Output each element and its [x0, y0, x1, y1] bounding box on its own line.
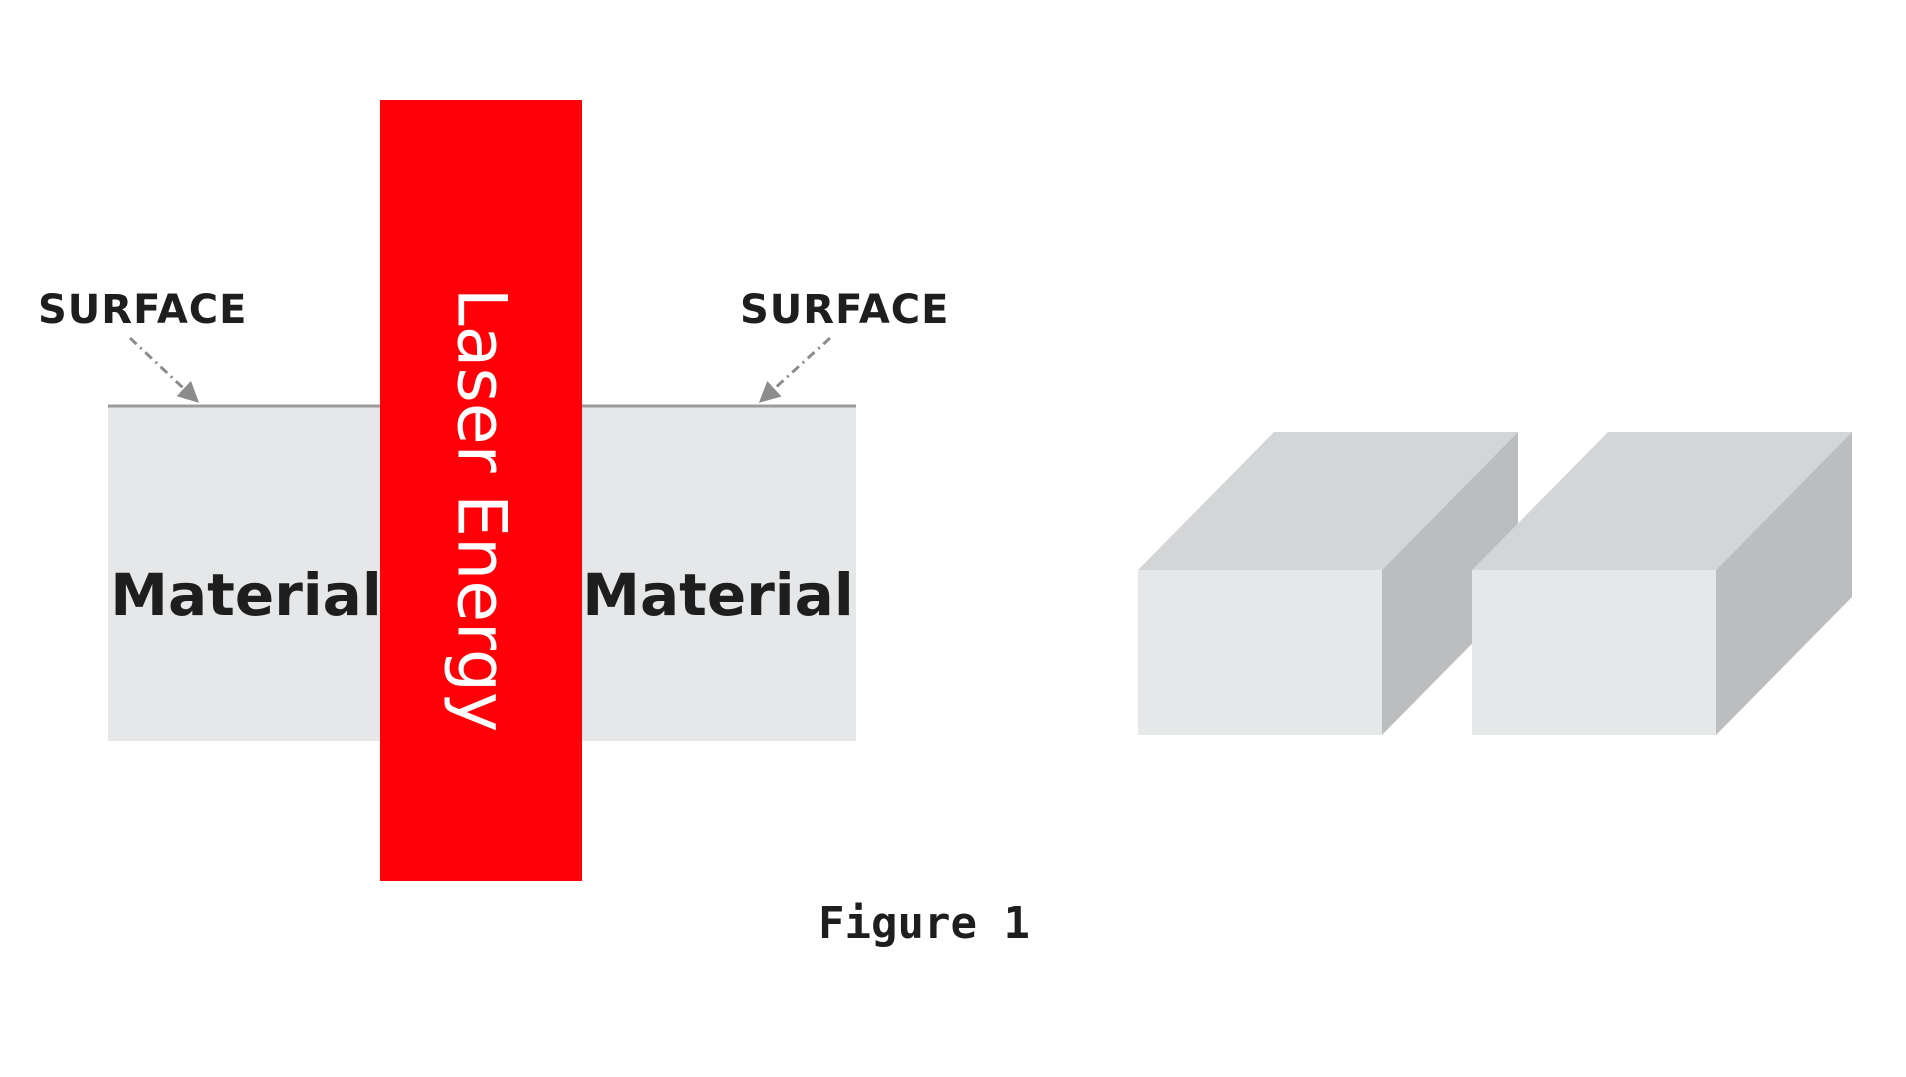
- block-left-front: [1138, 570, 1382, 735]
- material-block-left: [108, 406, 388, 741]
- material-label-right: Material: [582, 561, 853, 629]
- block-right-top: [1472, 432, 1852, 570]
- block-right-side: [1716, 432, 1852, 735]
- block-right: [1472, 432, 1852, 735]
- material-label-left: Material: [110, 561, 381, 629]
- laser-energy-label: Laser Energy: [442, 288, 521, 732]
- surface-label-left: SURFACE: [38, 287, 247, 333]
- separated-blocks-diagram: [1138, 432, 1852, 735]
- block-left-side: [1382, 432, 1518, 735]
- surface-arrow-right: [758, 336, 832, 403]
- material-block-right: [560, 406, 856, 741]
- block-right-front: [1472, 570, 1716, 735]
- block-left-top: [1138, 432, 1518, 570]
- surface-label-right: SURFACE: [740, 287, 949, 333]
- surface-arrow-left: [128, 336, 200, 403]
- cross-section-diagram: Laser Energy Material Material SURFACE S…: [38, 100, 949, 881]
- laser-beam: [380, 100, 582, 881]
- block-left: [1138, 432, 1518, 735]
- figure-caption: Figure 1: [818, 898, 1030, 949]
